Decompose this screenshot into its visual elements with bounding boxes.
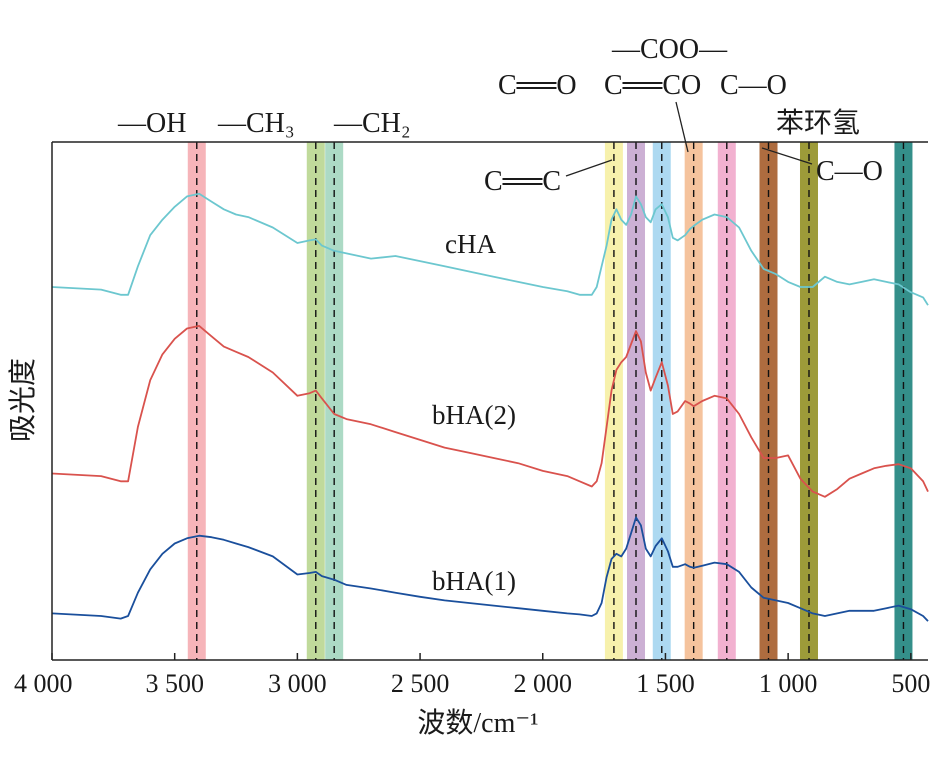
leader-line-cc [565, 159, 613, 177]
annotation-co2: C══CO [604, 70, 701, 101]
x-tick-label-1: 3 500 [145, 669, 204, 698]
x-axis-ticks: 4 000 3 500 3 000 2 500 2 000 1 500 1 000 500 [14, 653, 930, 698]
x-tick-label-6: 1 000 [759, 669, 818, 698]
x-axis-title: 波数/cm⁻¹ [417, 707, 538, 739]
annotation-coo: —COO— [611, 34, 728, 65]
annotation-cc: C══C [484, 166, 561, 197]
series-label-cha: cHA [445, 229, 496, 259]
leader-line-co4 [761, 147, 813, 165]
series-lines [51, 192, 929, 622]
x-tick-label-3: 2 500 [391, 669, 450, 698]
x-tick-label-5: 1 500 [636, 669, 695, 698]
annotation-co1: C══O [498, 70, 577, 101]
annotation-co4: C—O [816, 156, 883, 187]
annotation-benzene: 苯环氢 [776, 107, 860, 139]
series-label-bha2: bHA(2) [432, 400, 516, 430]
y-axis-title: 吸光度 [7, 358, 39, 442]
x-tick-label-4: 2 000 [514, 669, 573, 698]
x-tick-label-0: 4 000 [14, 669, 73, 698]
x-tick-label-7: 500 [891, 669, 930, 698]
absorption-bands [187, 142, 913, 660]
annotation-ch2: —CH₂ [333, 108, 411, 139]
annotation-ch3: —CH₃ [217, 108, 295, 139]
series-label-bha1: bHA(1) [432, 566, 516, 596]
series-line-0 [51, 192, 929, 306]
series-line-1 [51, 324, 929, 498]
series-line-2 [51, 516, 929, 622]
annotation-oh: —OH [117, 108, 186, 139]
leader-line-coo [675, 101, 689, 153]
annotation-co3: C—O [720, 70, 787, 101]
x-tick-label-2: 3 000 [268, 669, 327, 698]
